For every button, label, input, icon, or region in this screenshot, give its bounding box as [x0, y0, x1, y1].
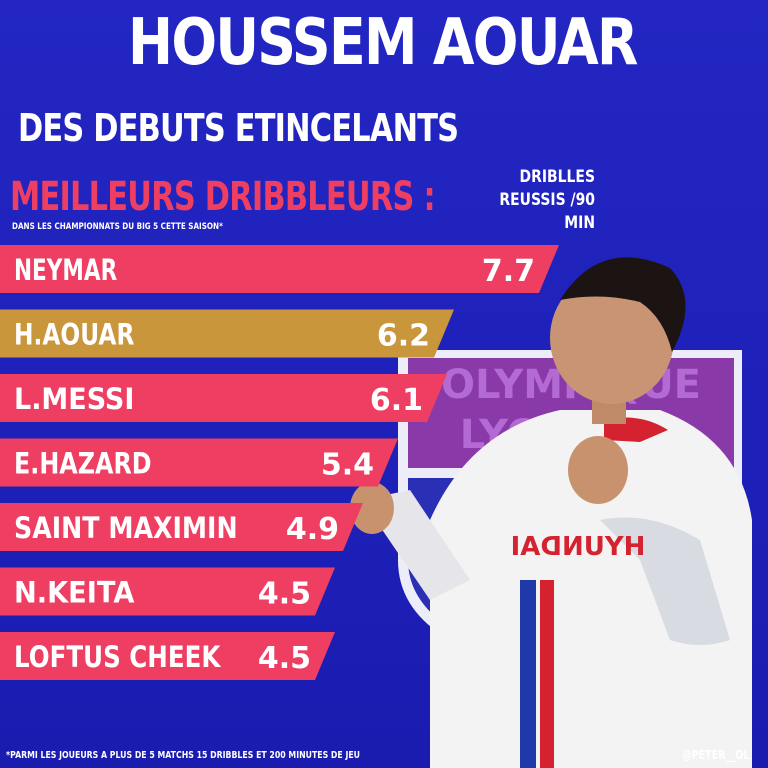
bar	[0, 245, 559, 293]
bar-value-label: 4.5	[258, 577, 311, 612]
bar-category-label: E.HAZARD	[14, 447, 152, 481]
main-title: HOUSSEM AOUAR	[128, 6, 638, 80]
bar-row: N.KEITA 4.5	[0, 567, 335, 616]
bar-category-label: N.KEITA	[14, 576, 135, 610]
bar-value-label: 6.2	[377, 319, 430, 354]
subtitle: DES DEBUTS ETINCELANTS	[18, 106, 459, 150]
bar-row: LOFTUS CHEEK 4.5	[0, 632, 335, 680]
credit: @PETER__OL	[682, 748, 750, 762]
bar-category-label: LOFTUS CHEEK	[14, 640, 222, 674]
bar	[0, 503, 363, 551]
bar-value-label: 7.7	[482, 254, 535, 289]
bar-category-label: NEYMAR	[14, 253, 117, 287]
bar-row: L.MESSI 6.1	[0, 374, 447, 422]
player-figure: HYUNDAI	[350, 257, 752, 768]
bar-value-label: 4.9	[286, 512, 339, 547]
bar-value-label: 4.5	[258, 641, 311, 676]
bar-row: E.HAZARD 5.4	[0, 438, 398, 487]
ranking-title: MEILLEURS DRIBBLEURS :	[10, 174, 436, 220]
bar-category-label: L.MESSI	[14, 382, 134, 416]
footnote: *PARMI LES JOUEURS A PLUS DE 5 MATCHS 15…	[6, 750, 361, 761]
bar-row: NEYMAR 7.7	[0, 245, 559, 293]
bar	[0, 309, 454, 358]
ranking-note: DANS LES CHAMPIONNATS DU BIG 5 CETTE SAI…	[12, 222, 223, 232]
bar	[0, 374, 447, 422]
bar-value-label: 5.4	[321, 448, 374, 483]
bar-category-label: SAINT MAXIMIN	[14, 511, 238, 545]
metric-header: DRIBLLES REUSSIS /90 MIN	[499, 167, 595, 233]
bar-category-label: H.AOUAR	[14, 318, 134, 352]
sponsor-text: HYUNDAI	[511, 532, 646, 562]
bar-row: SAINT MAXIMIN 4.9	[0, 503, 363, 551]
bar	[0, 632, 335, 680]
bar	[0, 567, 335, 616]
bar	[0, 438, 398, 487]
bar-value-label: 6.1	[370, 383, 423, 418]
bar-row: H.AOUAR 6.2	[0, 309, 454, 358]
